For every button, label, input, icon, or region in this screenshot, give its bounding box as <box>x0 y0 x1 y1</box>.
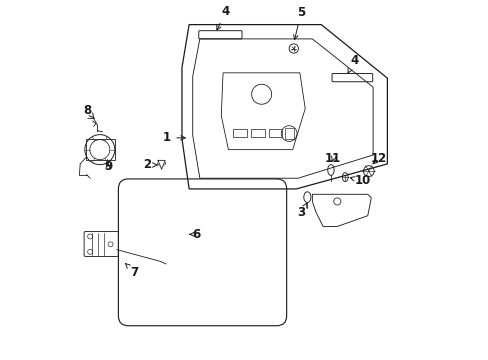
Bar <box>268 129 282 137</box>
Text: 4: 4 <box>347 54 358 73</box>
Text: 5: 5 <box>293 6 305 39</box>
Text: 2: 2 <box>142 158 157 171</box>
Bar <box>250 129 264 137</box>
Bar <box>284 128 293 139</box>
Text: 7: 7 <box>125 264 138 279</box>
Text: 1: 1 <box>163 131 185 144</box>
Text: 10: 10 <box>349 174 370 187</box>
Text: 8: 8 <box>83 104 94 118</box>
Text: 4: 4 <box>216 5 229 30</box>
Text: 6: 6 <box>189 228 201 241</box>
Text: 11: 11 <box>325 152 341 165</box>
Text: 3: 3 <box>297 203 306 219</box>
Bar <box>85 139 115 160</box>
Text: 9: 9 <box>104 160 112 173</box>
Bar <box>233 129 246 137</box>
Polygon shape <box>158 160 165 169</box>
Text: 12: 12 <box>369 152 386 165</box>
